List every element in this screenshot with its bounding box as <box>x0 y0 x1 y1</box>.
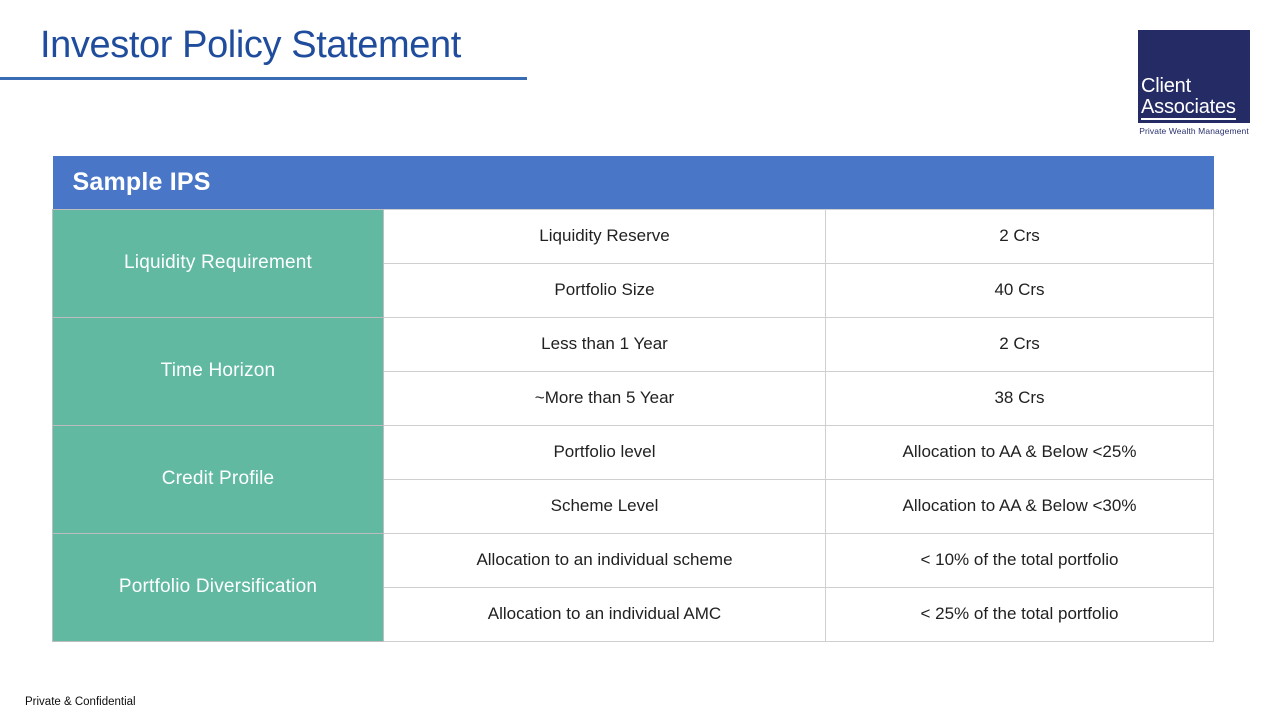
item-cell: Portfolio level <box>383 424 826 480</box>
logo-tagline: Private Wealth Management <box>1139 126 1249 136</box>
table-row: ~More than 5 Year 38 Crs <box>53 370 1215 426</box>
value-cell: < 25% of the total portfolio <box>824 586 1215 642</box>
confidentiality-footer: Private & Confidential <box>25 696 136 708</box>
group-label-portfolio-diversification: Portfolio Diversification <box>52 532 384 642</box>
group-label-liquidity-requirement: Liquidity Requirement <box>52 208 384 318</box>
value-cell: Allocation to AA & Below <25% <box>824 424 1215 480</box>
value-cell: 38 Crs <box>824 370 1215 426</box>
client-associates-logo: Client Associates Private Wealth Managem… <box>1138 30 1250 136</box>
table-row: Portfolio Size 40 Crs <box>53 262 1215 318</box>
value-cell: 2 Crs <box>824 316 1215 372</box>
value-cell: Allocation to AA & Below <30% <box>824 478 1215 534</box>
item-cell: Allocation to an individual scheme <box>383 532 826 588</box>
item-cell: Less than 1 Year <box>383 316 826 372</box>
table-header-row: Sample IPS <box>52 156 1214 209</box>
group-label-credit-profile: Credit Profile <box>52 424 384 534</box>
sample-ips-table: Sample IPS Liquidity Requirement Liquidi… <box>52 156 1215 642</box>
value-cell: 2 Crs <box>824 208 1215 264</box>
table-row: Liquidity Requirement Liquidity Reserve … <box>52 208 1215 318</box>
item-cell: Allocation to an individual AMC <box>383 586 826 642</box>
table-row: Time Horizon Less than 1 Year 2 Crs <box>52 316 1215 426</box>
logo-wordmark: Client Associates <box>1141 76 1250 120</box>
table-row: Credit Profile Portfolio level Allocatio… <box>52 424 1215 534</box>
table-row: Scheme Level Allocation to AA & Below <3… <box>53 478 1215 534</box>
title-underline-rule <box>0 77 527 80</box>
group-label-time-horizon: Time Horizon <box>52 316 384 426</box>
table-row: Portfolio Diversification Allocation to … <box>52 532 1215 642</box>
table-title: Sample IPS <box>52 156 1214 209</box>
value-cell: 40 Crs <box>824 262 1215 318</box>
page-title: Investor Policy Statement <box>40 24 461 66</box>
table-row: Allocation to an individual AMC < 25% of… <box>53 586 1215 642</box>
item-cell: ~More than 5 Year <box>383 370 826 426</box>
logo-line2: Associates <box>1141 96 1236 120</box>
item-cell: Liquidity Reserve <box>383 208 826 264</box>
logo-square: Client Associates <box>1138 30 1250 123</box>
item-cell: Portfolio Size <box>383 262 826 318</box>
item-cell: Scheme Level <box>383 478 826 534</box>
logo-line1: Client <box>1141 75 1191 98</box>
value-cell: < 10% of the total portfolio <box>824 532 1215 588</box>
